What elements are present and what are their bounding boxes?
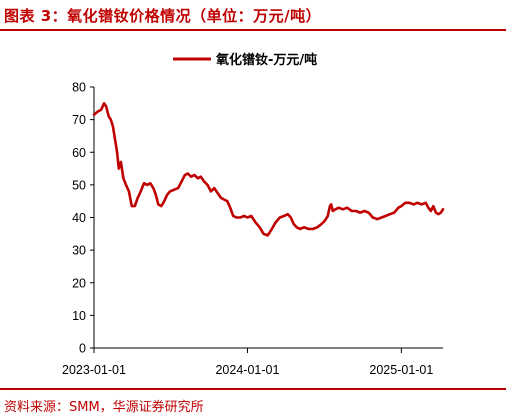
x-tick-label: 2023-01-01 bbox=[62, 363, 126, 377]
source-rule bbox=[0, 388, 506, 390]
legend-label: 氧化镨钕-万元/吨 bbox=[215, 52, 317, 68]
source-note: 资料来源：SMM，华源证券研究所 bbox=[4, 400, 204, 415]
y-tick-label: 80 bbox=[72, 81, 86, 95]
chart-axes: 0 10 20 30 40 50 60 70 80 2023-01-01 2024-01-01 202… bbox=[62, 81, 443, 377]
y-tick-label: 0 bbox=[79, 342, 86, 356]
x-tick-label: 2024-01-01 bbox=[215, 363, 279, 377]
figure-title: 图表 3：氧化镨钕价格情况（单位：万元/吨） bbox=[4, 7, 322, 25]
y-tick-label: 70 bbox=[72, 113, 86, 127]
y-tick-label: 30 bbox=[72, 244, 86, 258]
y-tick-label: 50 bbox=[72, 178, 86, 192]
series-line bbox=[92, 102, 445, 237]
chart-legend: 氧化镨钕-万元/吨 bbox=[173, 52, 317, 68]
title-rule bbox=[0, 29, 506, 31]
chart-series bbox=[92, 102, 445, 237]
y-tick-label: 10 bbox=[72, 309, 86, 323]
y-tick-label: 60 bbox=[72, 146, 86, 160]
x-tick-label: 2025-01-01 bbox=[369, 363, 433, 377]
y-tick-label: 40 bbox=[72, 211, 86, 225]
y-tick-label: 20 bbox=[72, 276, 86, 290]
